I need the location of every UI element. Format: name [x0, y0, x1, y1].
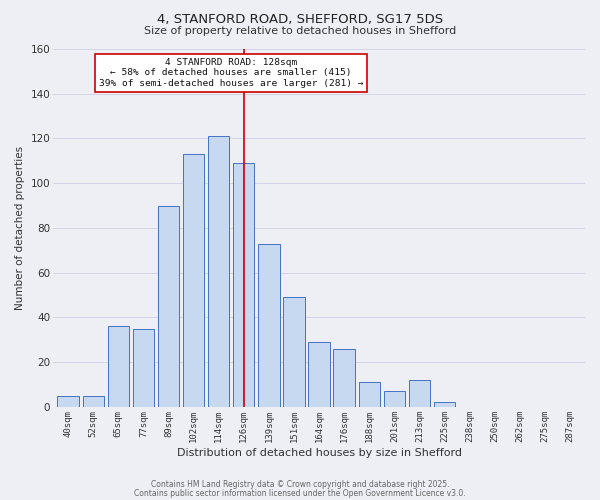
X-axis label: Distribution of detached houses by size in Shefford: Distribution of detached houses by size …: [176, 448, 461, 458]
Bar: [409, 380, 430, 407]
Bar: [258, 244, 280, 407]
Bar: [133, 328, 154, 407]
Bar: [183, 154, 204, 407]
Y-axis label: Number of detached properties: Number of detached properties: [15, 146, 25, 310]
Text: 4 STANFORD ROAD: 128sqm
← 58% of detached houses are smaller (415)
39% of semi-d: 4 STANFORD ROAD: 128sqm ← 58% of detache…: [99, 58, 364, 88]
Bar: [208, 136, 229, 407]
Text: Contains public sector information licensed under the Open Government Licence v3: Contains public sector information licen…: [134, 488, 466, 498]
Text: 4, STANFORD ROAD, SHEFFORD, SG17 5DS: 4, STANFORD ROAD, SHEFFORD, SG17 5DS: [157, 12, 443, 26]
Text: Size of property relative to detached houses in Shefford: Size of property relative to detached ho…: [144, 26, 456, 36]
Text: Contains HM Land Registry data © Crown copyright and database right 2025.: Contains HM Land Registry data © Crown c…: [151, 480, 449, 489]
Bar: [158, 206, 179, 407]
Bar: [233, 163, 254, 407]
Bar: [434, 402, 455, 407]
Bar: [383, 392, 405, 407]
Bar: [283, 298, 305, 407]
Bar: [83, 396, 104, 407]
Bar: [308, 342, 330, 407]
Bar: [359, 382, 380, 407]
Bar: [334, 349, 355, 407]
Bar: [107, 326, 129, 407]
Bar: [58, 396, 79, 407]
